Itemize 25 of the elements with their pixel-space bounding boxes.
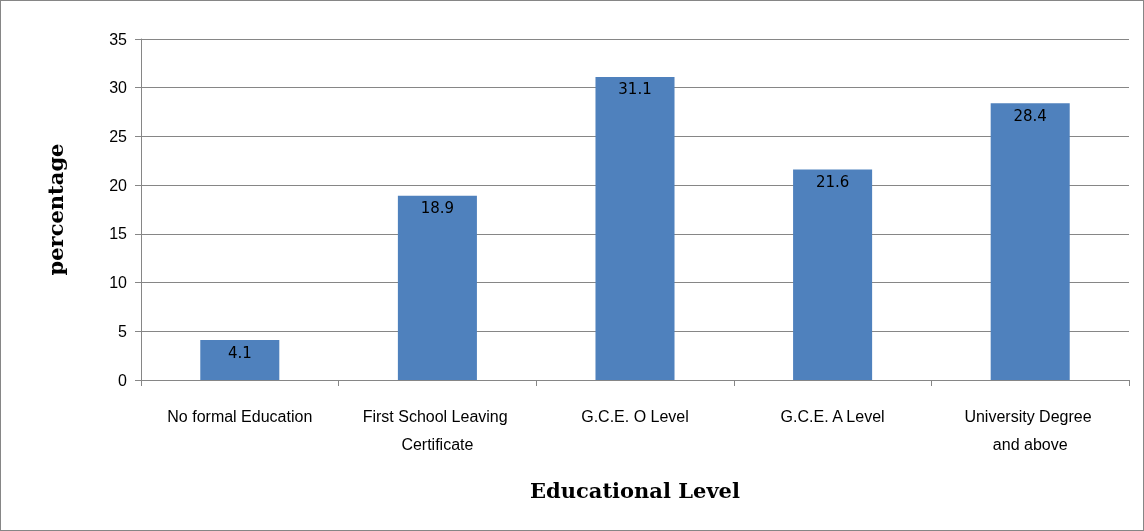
x-tick-label: No formal Education: [167, 407, 313, 425]
y-tick-label: 0: [118, 371, 128, 389]
x-tick-label: G.C.E. O Level: [581, 407, 689, 425]
y-tick-label: 10: [109, 274, 128, 292]
data-label: 28.4: [1013, 106, 1047, 125]
bar: [793, 169, 873, 380]
y-tick-label: 5: [118, 322, 128, 340]
y-tick-label: 20: [109, 176, 128, 194]
x-tick-label: G.C.E. A Level: [780, 407, 885, 425]
y-tick-label: 30: [109, 79, 128, 97]
y-tick-label: 15: [109, 225, 128, 243]
bar: [200, 340, 280, 380]
x-tick-label: University Degree and above: [964, 407, 1096, 453]
x-tick-label: First School Leaving Certificate: [362, 407, 513, 453]
data-label: 31.1: [618, 80, 652, 99]
data-label: 18.9: [420, 199, 455, 218]
y-tick-label: 35: [109, 30, 128, 48]
bar: [397, 195, 477, 380]
bar: [990, 103, 1070, 380]
data-label: 4.1: [227, 343, 252, 362]
x-axis-title: Educational Level: [530, 478, 740, 503]
bar: [595, 77, 675, 380]
data-label: 21.6: [815, 173, 850, 192]
y-tick-label: 25: [109, 127, 128, 145]
y-axis-title: percentage: [43, 143, 68, 276]
